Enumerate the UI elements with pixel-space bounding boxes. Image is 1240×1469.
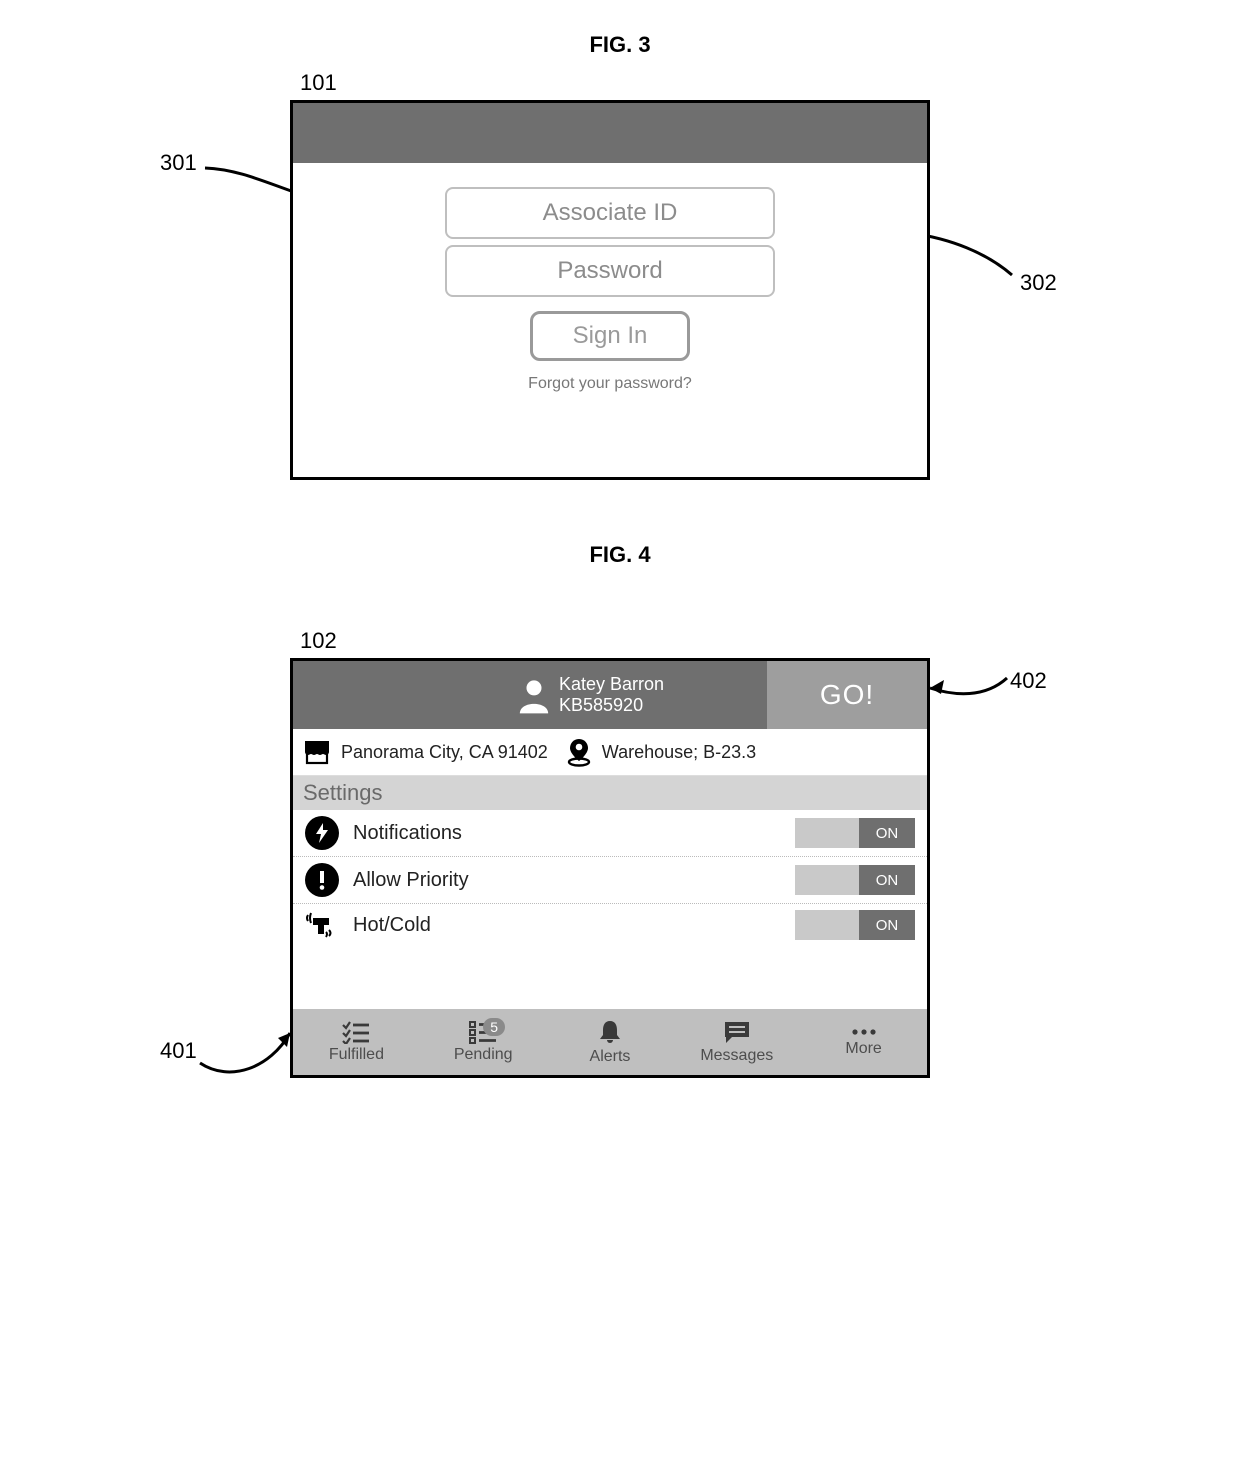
callout-arrow-401	[190, 1023, 300, 1093]
top-bar-spacer	[293, 661, 513, 729]
fig4-title: FIG. 4	[120, 542, 1120, 568]
warehouse-location-text: Warehouse; B-23.3	[602, 742, 756, 763]
more-icon	[849, 1026, 879, 1038]
setting-row-hotcold: Hot/Cold ON	[293, 904, 927, 946]
sign-in-button[interactable]: Sign In	[530, 311, 690, 361]
nav-messages[interactable]: Messages	[673, 1009, 800, 1075]
nav-pending[interactable]: 5 Pending	[420, 1009, 547, 1075]
callout-arrow-402	[925, 668, 1015, 708]
ref-302: 302	[1020, 270, 1057, 296]
user-icon	[517, 676, 551, 714]
go-button[interactable]: GO!	[767, 661, 927, 729]
fig3-container: 101 301 302 Associate ID Password Sign I…	[120, 70, 1120, 530]
associate-id-input[interactable]: Associate ID	[445, 187, 775, 239]
bolt-icon	[305, 816, 339, 850]
location-row: Panorama City, CA 91402 Warehouse; B-23.…	[293, 729, 927, 776]
nav-more[interactable]: More	[800, 1009, 927, 1075]
priority-toggle[interactable]: ON	[795, 865, 915, 895]
setting-label: Hot/Cold	[353, 914, 781, 937]
fig4-container: 102 401 402 Katey Barron KB58	[120, 628, 1120, 1158]
store-icon	[303, 739, 331, 765]
message-icon	[722, 1019, 752, 1045]
settings-header: Settings	[293, 776, 927, 810]
setting-row-priority: Allow Priority ON	[293, 857, 927, 904]
bottom-nav: Fulfilled 5 Pending	[293, 1009, 927, 1075]
alert-icon	[305, 863, 339, 897]
setting-label: Allow Priority	[353, 869, 781, 892]
login-top-bar	[293, 103, 927, 163]
forgot-password-link[interactable]: Forgot your password?	[293, 375, 927, 393]
user-name: Katey Barron	[559, 674, 664, 695]
ref-101: 101	[300, 70, 337, 96]
ref-102: 102	[300, 628, 337, 654]
hotcold-toggle[interactable]: ON	[795, 910, 915, 940]
password-input[interactable]: Password	[445, 245, 775, 297]
nav-alerts[interactable]: Alerts	[547, 1009, 674, 1075]
setting-row-notifications: Notifications ON	[293, 810, 927, 857]
user-badge: Katey Barron KB585920	[513, 661, 767, 729]
notifications-toggle[interactable]: ON	[795, 818, 915, 848]
settings-screen: Katey Barron KB585920 GO! Panorama City,…	[290, 658, 930, 1078]
scanner-icon	[305, 910, 339, 940]
location-pin-icon	[566, 737, 592, 767]
user-id: KB585920	[559, 695, 664, 716]
pending-badge: 5	[483, 1018, 505, 1036]
setting-label: Notifications	[353, 822, 781, 845]
nav-fulfilled[interactable]: Fulfilled	[293, 1009, 420, 1075]
ref-301: 301	[160, 150, 197, 176]
checklist-icon	[341, 1020, 371, 1044]
top-bar: Katey Barron KB585920 GO!	[293, 661, 927, 729]
fig3-title: FIG. 3	[120, 32, 1120, 58]
login-screen: Associate ID Password Sign In Forgot you…	[290, 100, 930, 480]
ref-402: 402	[1010, 668, 1047, 694]
store-location-text: Panorama City, CA 91402	[341, 742, 548, 763]
bell-icon	[597, 1018, 623, 1046]
